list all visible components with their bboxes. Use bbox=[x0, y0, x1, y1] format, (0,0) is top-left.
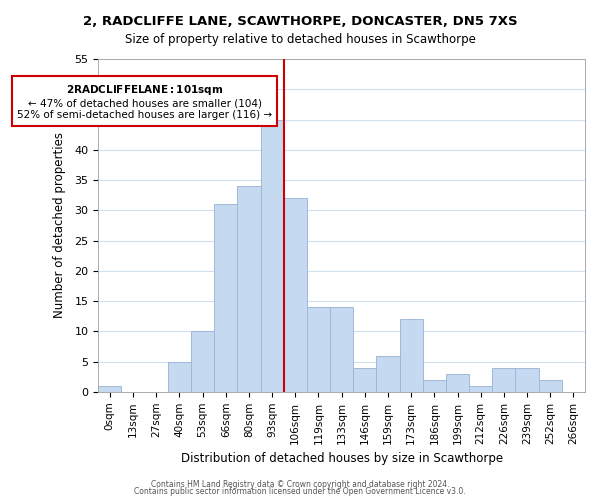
Bar bbox=[98, 386, 121, 392]
Bar bbox=[214, 204, 238, 392]
Bar bbox=[423, 380, 446, 392]
Bar bbox=[539, 380, 562, 392]
X-axis label: Distribution of detached houses by size in Scawthorpe: Distribution of detached houses by size … bbox=[181, 452, 503, 465]
Text: Contains public sector information licensed under the Open Government Licence v3: Contains public sector information licen… bbox=[134, 488, 466, 496]
Bar bbox=[492, 368, 515, 392]
Bar bbox=[168, 362, 191, 392]
Bar bbox=[191, 332, 214, 392]
Bar bbox=[330, 307, 353, 392]
Bar bbox=[284, 198, 307, 392]
Bar bbox=[376, 356, 400, 392]
Text: 2, RADCLIFFE LANE, SCAWTHORPE, DONCASTER, DN5 7XS: 2, RADCLIFFE LANE, SCAWTHORPE, DONCASTER… bbox=[83, 15, 517, 28]
Bar bbox=[238, 186, 260, 392]
Bar bbox=[400, 319, 423, 392]
Bar bbox=[515, 368, 539, 392]
Bar bbox=[353, 368, 376, 392]
Text: $\bf{2 RADCLIFFE LANE: 101sqm}$
← 47% of detached houses are smaller (104)
52% o: $\bf{2 RADCLIFFE LANE: 101sqm}$ ← 47% of… bbox=[17, 83, 272, 120]
Text: Size of property relative to detached houses in Scawthorpe: Size of property relative to detached ho… bbox=[125, 32, 475, 46]
Bar bbox=[446, 374, 469, 392]
Text: Contains HM Land Registry data © Crown copyright and database right 2024.: Contains HM Land Registry data © Crown c… bbox=[151, 480, 449, 489]
Bar bbox=[260, 120, 284, 392]
Y-axis label: Number of detached properties: Number of detached properties bbox=[53, 132, 66, 318]
Bar bbox=[307, 307, 330, 392]
Bar bbox=[469, 386, 492, 392]
